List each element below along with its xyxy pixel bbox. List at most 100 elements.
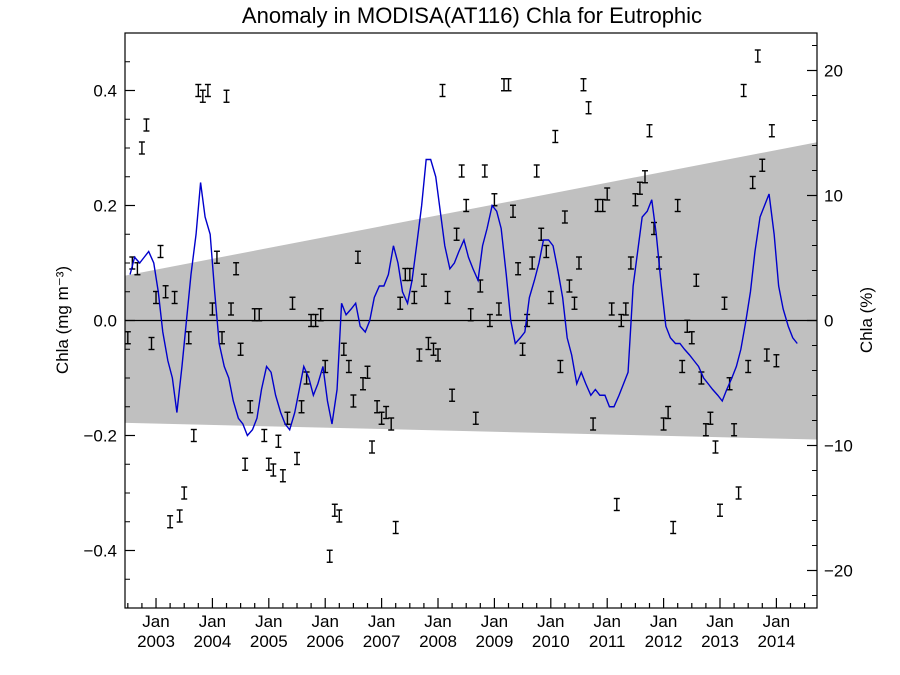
- observation-marker: [735, 486, 742, 500]
- observation-marker: [740, 83, 747, 98]
- observation-marker: [453, 227, 460, 241]
- observation-marker: [500, 78, 507, 92]
- x-month-label: Jan: [424, 612, 451, 631]
- observation-marker: [265, 457, 272, 471]
- observation-marker: [279, 469, 286, 483]
- x-year-label: 2006: [306, 632, 344, 651]
- observation-marker: [148, 336, 155, 351]
- observation-marker: [388, 417, 395, 431]
- observation-marker: [745, 359, 752, 374]
- x-year-label: 2008: [419, 632, 457, 651]
- observation-marker: [369, 440, 376, 454]
- x-month-label: Jan: [706, 612, 733, 631]
- observation-marker: [185, 331, 192, 345]
- observation-marker: [261, 428, 268, 443]
- observation-marker: [383, 405, 390, 420]
- trend-band: [125, 142, 817, 440]
- x-month-label: Jan: [763, 612, 790, 631]
- y-axis-left-title: Chla (mg m⁻³): [53, 266, 72, 374]
- observation-marker: [773, 354, 780, 368]
- x-year-label: 2014: [757, 632, 795, 651]
- observation-marker: [354, 250, 361, 264]
- observation-marker: [731, 423, 738, 437]
- y-right-tick-label: 20: [824, 62, 843, 81]
- observation-marker: [571, 296, 578, 310]
- observation-marker: [138, 141, 145, 155]
- observation-marker: [340, 342, 347, 356]
- y-right-tick-label: 10: [824, 187, 843, 206]
- y-left-tick-label: −0.2: [83, 427, 117, 446]
- observation-marker: [143, 118, 150, 132]
- observation-marker: [204, 83, 211, 98]
- observation-marker: [604, 187, 611, 201]
- x-year-label: 2012: [645, 632, 683, 651]
- observation-marker: [519, 342, 526, 356]
- observation-marker: [763, 348, 770, 362]
- observation-marker: [162, 285, 169, 299]
- observation-marker: [594, 198, 601, 213]
- observation-marker: [331, 503, 338, 517]
- observation-marker: [754, 49, 761, 63]
- observation-marker: [336, 509, 343, 523]
- observation-marker: [580, 78, 587, 92]
- observation-marker: [533, 164, 540, 178]
- observation-marker: [529, 256, 536, 270]
- observation-marker: [670, 520, 677, 535]
- observation-marker: [679, 359, 686, 374]
- observation-marker: [181, 486, 188, 500]
- axes: −0.4−0.20.00.20.4−20−1001020Jan2003Jan20…: [83, 45, 853, 651]
- observation-marker: [467, 308, 474, 322]
- observation-marker: [392, 520, 399, 535]
- observation-marker: [641, 170, 648, 184]
- x-year-label: 2004: [194, 632, 232, 651]
- observation-marker: [608, 302, 615, 316]
- x-year-label: 2007: [363, 632, 401, 651]
- x-month-label: Jan: [142, 612, 169, 631]
- observation-marker: [495, 302, 502, 316]
- observation-marker: [345, 359, 352, 374]
- observation-marker: [707, 411, 714, 425]
- observation-marker: [326, 549, 333, 563]
- x-year-label: 2003: [137, 632, 175, 651]
- observation-marker: [157, 244, 164, 259]
- chart-title: Anomaly in MODISA(AT116) Chla for Eutrop…: [242, 3, 702, 28]
- y-left-tick-label: 0.0: [93, 312, 117, 331]
- observation-marker: [125, 331, 131, 345]
- y-left-tick-label: 0.2: [93, 197, 117, 216]
- x-year-label: 2011: [589, 632, 626, 651]
- observation-marker: [416, 348, 423, 362]
- observation-marker: [233, 262, 240, 276]
- observation-marker: [463, 198, 470, 213]
- observation-marker: [213, 250, 220, 264]
- observation-marker: [688, 331, 695, 345]
- observation-marker: [646, 124, 653, 138]
- observation-marker: [420, 273, 427, 287]
- observation-marker: [350, 394, 357, 408]
- observation-marker: [458, 164, 465, 178]
- x-month-label: Jan: [481, 612, 508, 631]
- x-month-label: Jan: [199, 612, 226, 631]
- observation-marker: [223, 89, 230, 103]
- observation-marker: [298, 400, 305, 414]
- observation-marker: [199, 89, 206, 103]
- observation-marker: [576, 256, 583, 270]
- observation-marker: [491, 193, 498, 207]
- observation-marker: [242, 457, 249, 471]
- observation-marker: [515, 262, 522, 276]
- observation-marker: [364, 365, 371, 379]
- observation-marker: [759, 158, 766, 172]
- x-month-label: Jan: [650, 612, 677, 631]
- observation-marker: [622, 302, 629, 316]
- observation-marker: [547, 290, 554, 305]
- monthly-anomaly-line: [129, 158, 798, 437]
- observation-marker: [510, 204, 517, 218]
- observation-marker: [209, 302, 216, 316]
- observation-marker: [176, 509, 183, 523]
- observation-marker: [665, 405, 672, 420]
- observation-marker: [171, 290, 178, 305]
- y-left-tick-label: −0.4: [83, 542, 117, 561]
- x-year-label: 2010: [532, 632, 570, 651]
- observation-marker: [449, 388, 456, 402]
- observation-marker: [256, 308, 263, 322]
